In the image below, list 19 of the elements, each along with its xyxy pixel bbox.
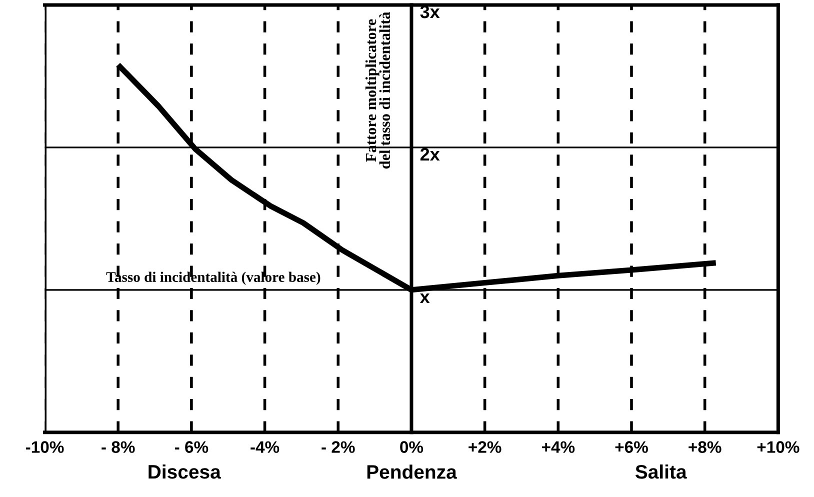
x-tick-label: - 8% — [102, 441, 135, 453]
annotation: Tasso di incidentalità (valore base) — [106, 272, 320, 285]
x-axis-title: Pendenza — [367, 464, 457, 479]
y-tick-label: x — [420, 293, 430, 303]
x-tick-label: +4% — [542, 441, 575, 453]
x-tick-label: +10% — [757, 441, 800, 453]
y-axis-title: Fattore moltiplicatore del tasso di incidentalità — [365, 12, 390, 169]
x-tick-label: 0% — [400, 441, 424, 453]
text: Discesa — [148, 464, 221, 479]
text: Salita — [635, 464, 687, 479]
x-tick-label: -10% — [26, 441, 64, 453]
x-tick-label: - 6% — [174, 441, 208, 453]
x-tick-label: +8% — [688, 441, 722, 453]
x-tick-label: -4% — [250, 441, 280, 453]
x-tick-label: - 2% — [322, 441, 355, 453]
x-tick-label: +6% — [615, 441, 648, 453]
y-tick-label: 3x — [420, 5, 440, 18]
x-tick-label: +2% — [468, 441, 502, 453]
y-tick-label: 2x — [420, 148, 440, 161]
